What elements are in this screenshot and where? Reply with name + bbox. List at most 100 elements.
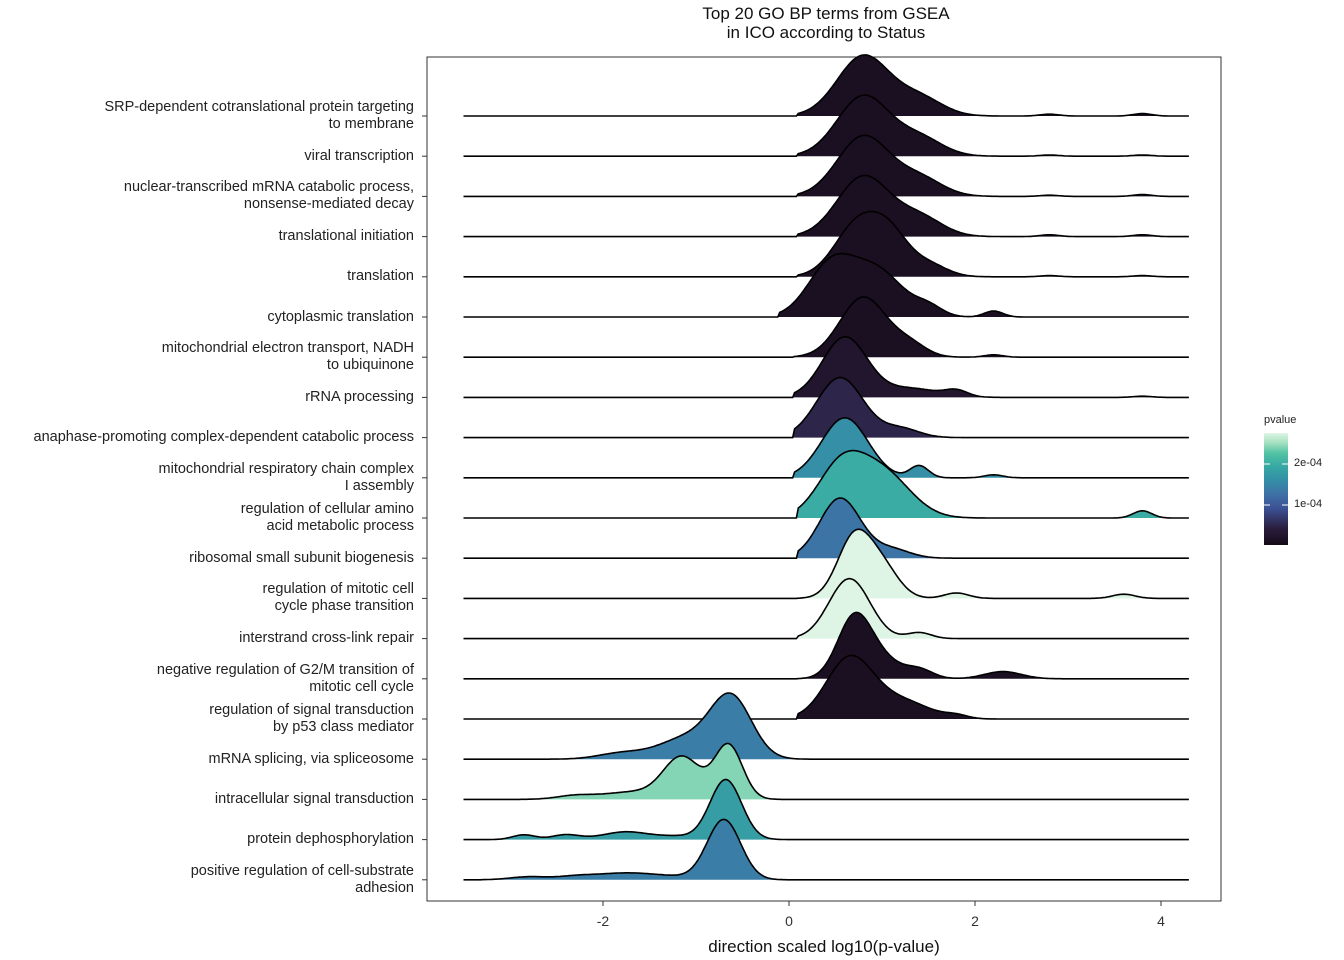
term-label: rRNA processing (0, 389, 414, 406)
ridge-13 (463, 577, 1189, 640)
ridge-11 (463, 497, 1189, 559)
term-label: interstrand cross-link repair (0, 630, 414, 647)
term-label-line: negative regulation of G2/M transition o… (156, 661, 414, 678)
ridge-fill (463, 612, 1189, 679)
ridge-outline (463, 416, 1189, 479)
ridge-outline (463, 611, 1189, 680)
chart-title-line-2: in ICO according to Status (726, 23, 926, 42)
term-label: ribosomal small subunit biogenesis (0, 550, 414, 567)
term-label-line: translational initiation (278, 228, 414, 245)
ridge-fill (463, 450, 1189, 518)
term-label-line: adhesion (355, 879, 414, 896)
ridge-19 (463, 818, 1189, 881)
ridge-fill (463, 95, 1189, 157)
legend-title: pvalue (1264, 414, 1297, 426)
legend-tick-label: 2e-04 (1294, 457, 1323, 469)
term-label: protein dephosphorylation (0, 831, 414, 848)
x-tick-label: -2 (596, 913, 610, 929)
ridge-3 (463, 174, 1189, 238)
ridges (463, 54, 1189, 881)
term-label-line: viral transcription (304, 147, 414, 164)
ridge-outline (463, 296, 1189, 358)
term-label: translation (0, 268, 414, 285)
term-label-line: intracellular signal transduction (214, 790, 414, 807)
term-label-line: cycle phase transition (274, 598, 414, 615)
term-label: anaphase-promoting complex-dependent cat… (0, 429, 414, 446)
ridge-outline (463, 818, 1189, 881)
ridge-8 (463, 376, 1189, 439)
ridge-fill (463, 296, 1189, 358)
ridge-fill (463, 377, 1189, 438)
ridge-0 (463, 54, 1189, 117)
ridge-15 (463, 654, 1189, 720)
ridge-outline (463, 654, 1189, 720)
term-label-line: positive regulation of cell-substrate (190, 862, 414, 879)
ridge-fill (463, 417, 1189, 478)
ridge-16 (463, 692, 1189, 760)
ridge-fill (463, 498, 1189, 559)
ridge-10 (463, 449, 1189, 519)
ridge-12 (463, 528, 1189, 600)
ridge-fill (463, 135, 1189, 197)
ridge-6 (463, 296, 1189, 358)
term-label-line: by p53 class mediator (272, 719, 414, 735)
ridge-2 (463, 134, 1189, 198)
x-tick-label: 4 (1157, 913, 1165, 929)
term-label-line: translation (347, 268, 414, 285)
ridge-outline (463, 335, 1189, 399)
term-label-line: SRP-dependent cotranslational protein ta… (104, 99, 414, 115)
x-tick-label: 2 (971, 913, 979, 929)
term-label-line: regulation of signal transduction (209, 702, 414, 718)
legend-tick-label: 1e-04 (1294, 498, 1323, 510)
ridge-1 (463, 94, 1189, 157)
term-label-line: cytoplasmic translation (267, 308, 414, 325)
ridge-fill (463, 336, 1189, 398)
ridge-outline (463, 94, 1189, 157)
term-label: translational initiation (0, 228, 414, 245)
chart-title-line-1: Top 20 GO BP terms from GSEA (702, 4, 950, 23)
term-label: regulation of cellular amino acid metabol… (0, 501, 414, 535)
term-label: mitochondrial electron transport, NADH to… (0, 340, 414, 374)
ridge-outline (463, 449, 1189, 519)
ridge-outline (463, 497, 1189, 559)
term-label-line: anaphase-promoting complex-dependent cat… (33, 429, 414, 446)
term-label: SRP-dependent cotranslational protein ta… (0, 99, 414, 133)
ridge-fill (463, 655, 1189, 719)
ridge-outline (463, 376, 1189, 439)
term-label: regulation of signal transduction by p53 … (0, 702, 414, 736)
term-label-line: mitotic cell cycle (309, 678, 414, 695)
term-label: mitochondrial respiratory chain complex I… (0, 461, 414, 495)
ridge-18 (463, 778, 1189, 841)
ridge-9 (463, 416, 1189, 479)
ridge-fill (463, 175, 1189, 237)
ridge-5 (463, 252, 1189, 318)
ridge-outline (463, 528, 1189, 600)
term-label-line: acid metabolic process (266, 518, 415, 534)
term-label-line: ribosomal small subunit biogenesis (189, 549, 414, 566)
term-label: positive regulation of cell-substrate adh… (0, 863, 414, 897)
term-label: negative regulation of G2/M transition o… (0, 662, 414, 696)
ridge-outline (463, 742, 1189, 801)
x-tick-label: 0 (785, 913, 793, 929)
ridge-fill (463, 54, 1189, 116)
term-label-line: interstrand cross-link repair (239, 630, 414, 647)
term-label: viral transcription (0, 148, 414, 165)
term-label-line: protein dephosphorylation (247, 831, 414, 848)
term-label-line: to ubiquinone (326, 357, 414, 374)
ridge-outline (463, 134, 1189, 198)
term-label: nuclear-transcribed mRNA catabolic proce… (0, 179, 414, 213)
x-axis-ticks (602, 901, 1162, 906)
term-label-line: mitochondrial electron transport, NADH (161, 340, 414, 357)
legend-colorbar (1264, 433, 1288, 545)
ridge-14 (463, 611, 1189, 680)
x-axis-label: direction scaled log10(p-value) (708, 937, 940, 956)
ridge-outline (463, 577, 1189, 640)
term-label-line: mitochondrial respiratory chain complex (158, 460, 414, 477)
term-label-line: rRNA processing (305, 388, 414, 405)
ridge-outline (463, 174, 1189, 238)
ridge-outline (463, 252, 1189, 318)
term-label-line: regulation of mitotic cell (262, 581, 414, 598)
term-label: intracellular signal transduction (0, 791, 414, 808)
term-label-line: to membrane (328, 116, 414, 132)
